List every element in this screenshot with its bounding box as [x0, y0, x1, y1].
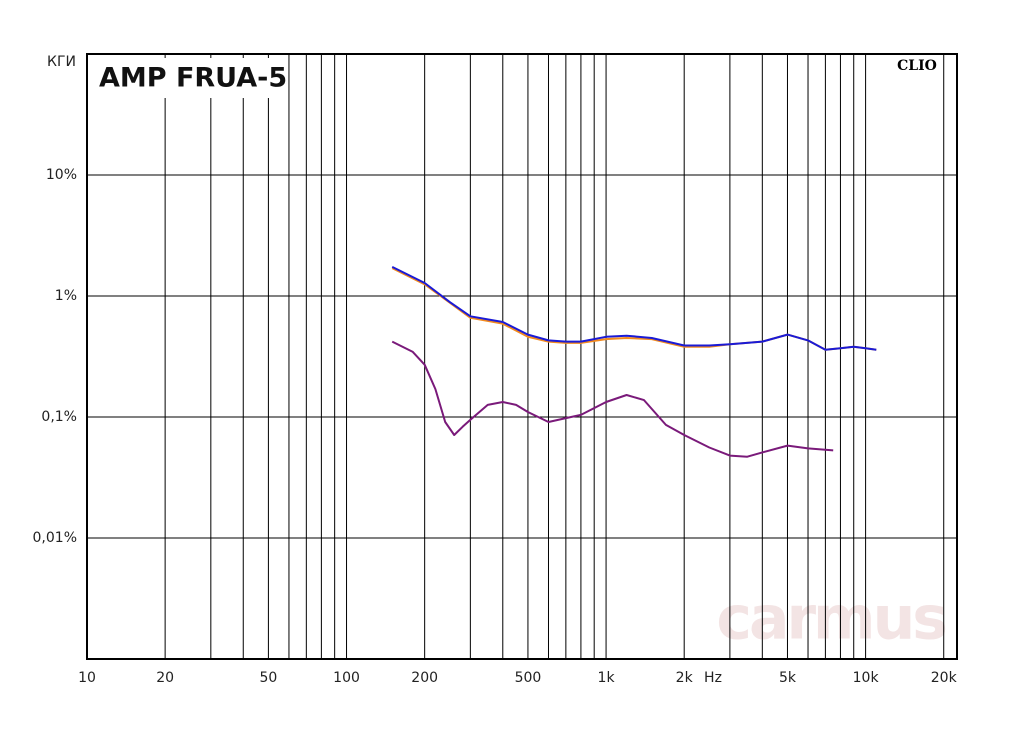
x-tick-label: 100: [333, 670, 360, 686]
plot-frame: [86, 53, 958, 660]
x-tick-label: 5k: [779, 670, 797, 686]
y-axis-label: КГИ: [47, 54, 76, 70]
x-tick-label: 1k: [598, 670, 616, 686]
data-line: [391, 267, 877, 351]
y-tick-label: 0,1%: [41, 409, 77, 425]
x-tick-label: 10k: [853, 670, 880, 686]
brand-label: CLIO: [897, 58, 937, 74]
x-tick-label: 2k: [676, 670, 694, 686]
x-tick-label: 50: [259, 670, 277, 686]
data-line: [391, 266, 877, 351]
data-line: [391, 340, 834, 458]
y-tick-label: 0,01%: [33, 530, 77, 546]
x-tick-label: 10: [78, 670, 96, 686]
title-box: [94, 58, 284, 98]
watermark: carmus: [716, 584, 945, 654]
x-tick-label: 20: [156, 670, 174, 686]
y-tick-label: 1%: [55, 288, 77, 304]
chart-title: AMP FRUA-5: [99, 63, 287, 94]
x-tick-label: 200: [411, 670, 438, 686]
x-axis-label: Hz: [704, 670, 722, 686]
x-tick-label: 20k: [931, 670, 958, 686]
y-tick-label: 10%: [46, 167, 77, 183]
x-tick-label: 500: [515, 670, 542, 686]
